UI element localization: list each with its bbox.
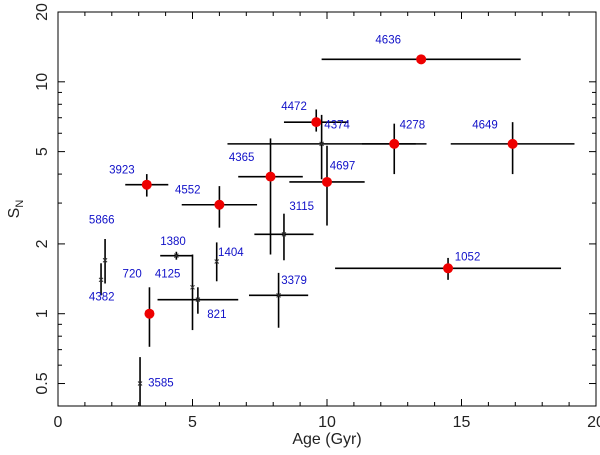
point-labels: 4636 4472 4374 4278 4649 3923 4365 4697 4552 3115…	[89, 35, 498, 390]
point-label: 4472	[281, 101, 307, 113]
data-point-red	[265, 171, 276, 182]
y-axis-title-sub: N	[14, 200, 26, 208]
data-point-red	[389, 138, 400, 149]
data-point-red	[416, 54, 427, 65]
y-tick-label: 0.5	[34, 372, 51, 394]
y-axis-title-main: S	[6, 208, 23, 219]
point-label: 821	[207, 309, 226, 321]
data-point-red	[311, 117, 322, 128]
data-point-red	[144, 308, 155, 319]
error-bars	[100, 58, 575, 406]
axis-ticks	[57, 11, 597, 406]
point-label: 4552	[175, 184, 201, 196]
point-label: 4374	[324, 119, 350, 131]
data-point-cross	[98, 277, 104, 283]
data-point-cross	[174, 253, 179, 258]
x-tick-labels: 0 5 10 15 20	[54, 414, 600, 431]
x-tick-label: 15	[453, 414, 471, 431]
data-point-red	[322, 176, 332, 187]
x-tick-label: 5	[188, 414, 197, 431]
data-point-cross	[195, 297, 201, 302]
point-label: 3379	[281, 275, 307, 287]
point-label: 4382	[89, 292, 115, 304]
data-point-red	[141, 179, 152, 190]
point-label: 3115	[289, 201, 314, 213]
point-label: 3585	[148, 378, 174, 390]
x-tick-label: 10	[318, 414, 336, 431]
data-point-cross	[137, 381, 143, 386]
y-axis-title: SN	[6, 200, 26, 219]
data-point-cross	[276, 292, 281, 298]
data-point-red	[443, 263, 454, 274]
data-point-cross	[319, 141, 324, 147]
point-label: 4649	[472, 119, 498, 131]
y-tick-label: 1	[34, 309, 51, 318]
y-tick-label: 2	[34, 239, 51, 248]
data-point-red	[507, 138, 518, 149]
y-tick-label: 20	[34, 3, 51, 21]
data-point-cross	[281, 231, 287, 237]
x-tick-label: 20	[587, 414, 600, 431]
point-label: 4125	[155, 269, 181, 281]
x-axis-title: Age (Gyr)	[292, 431, 361, 448]
data-point-red	[214, 199, 225, 210]
point-label: 4636	[375, 35, 401, 47]
y-tick-label: 10	[34, 73, 51, 91]
data-markers	[98, 54, 518, 386]
point-label: 5866	[89, 214, 115, 226]
point-label: 1380	[160, 236, 186, 248]
y-tick-labels: 0.5 1 2 5 10 20	[34, 3, 51, 395]
data-point-cross	[214, 259, 220, 264]
data-point-cross	[190, 284, 195, 290]
point-label: 4365	[229, 152, 255, 164]
data-point-cross	[102, 257, 108, 263]
point-label: 1052	[455, 251, 481, 263]
point-label: 3923	[109, 164, 135, 176]
x-tick-label: 0	[54, 414, 63, 431]
point-label: 4697	[330, 161, 356, 173]
point-label: 4278	[400, 119, 426, 131]
point-label: 720	[123, 269, 142, 281]
point-label: 1404	[218, 247, 244, 259]
y-tick-label: 5	[34, 147, 51, 156]
